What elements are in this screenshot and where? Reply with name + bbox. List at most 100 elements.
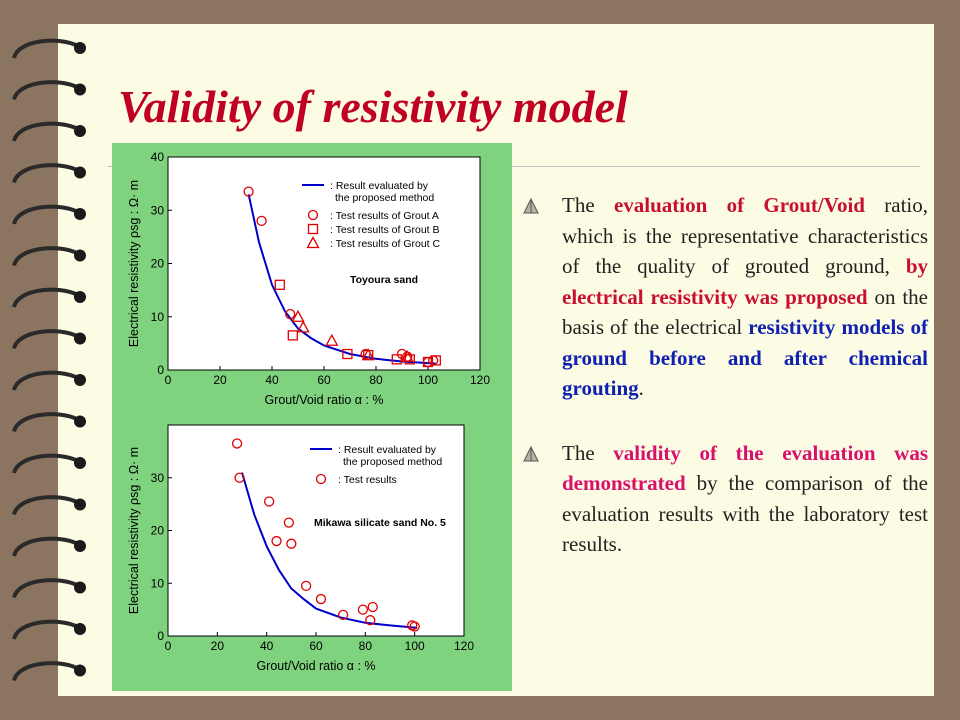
x-tick-label: 60 xyxy=(317,373,331,387)
legend-label: : Test results of Grout A xyxy=(330,210,439,222)
data-point-circle xyxy=(315,593,327,605)
evaluation-curve xyxy=(241,472,418,630)
bullet-text-segment: The xyxy=(562,193,614,217)
binder-hole xyxy=(74,166,86,179)
legend-label-line: the proposed method xyxy=(343,456,442,468)
binder-hole xyxy=(74,208,86,220)
data-point-circle xyxy=(234,472,245,483)
legend-label-line: : Result evaluated by xyxy=(330,180,429,192)
legend-triangle-icon xyxy=(306,236,320,249)
x-tick-label: 0 xyxy=(165,639,172,653)
chart-annotation: Toyoura sand xyxy=(350,274,418,286)
bullet-text-segment: ratio, which is the representative chara… xyxy=(562,193,929,278)
x-tick-label: 20 xyxy=(211,639,225,653)
data-point-circle xyxy=(285,308,296,320)
bullet-text-segment: . xyxy=(638,376,644,400)
data-point-triangle xyxy=(400,349,414,362)
legend-label-line: : Test results of Grout B xyxy=(330,224,440,236)
binder-ring xyxy=(12,578,79,599)
binder-hole xyxy=(74,498,86,511)
binder-hole xyxy=(74,332,86,345)
binder-hole xyxy=(74,581,86,594)
bullet-text-segment: The xyxy=(562,440,614,465)
data-point-square xyxy=(287,330,298,341)
binder-ring xyxy=(12,495,79,516)
legend-label: : Test results xyxy=(338,474,397,486)
y-tick-label: 20 xyxy=(151,524,165,538)
data-point-square xyxy=(342,348,353,360)
binder-ring xyxy=(12,80,79,101)
legend-circle-icon xyxy=(315,473,327,485)
bullet-text-segment: by the comparison of the evaluation resu… xyxy=(562,471,928,556)
binder-hole xyxy=(74,457,86,469)
y-tick-label: 10 xyxy=(151,576,165,590)
binder-ring xyxy=(12,163,79,184)
bullet-highlight: validity of the evaluation was demonstra… xyxy=(562,440,928,496)
binder-ring xyxy=(12,204,79,225)
x-axis-label: Grout/Void ratio α : % xyxy=(264,393,383,407)
bullet-highlight: resistivity models of ground before and … xyxy=(562,315,928,400)
x-tick-label: 0 xyxy=(165,373,172,387)
x-tick-label: 60 xyxy=(309,639,323,653)
chart-panel: 0 20 40 60 80 100 120 0 10 20 30 40 Grout/Void ratio… xyxy=(112,143,512,691)
x-tick-label: 40 xyxy=(265,373,279,387)
legend-label-line: : Test results xyxy=(338,474,397,486)
data-point-circle xyxy=(396,348,408,360)
legend-label: : Result evaluated by the proposed method xyxy=(330,180,434,204)
binder-ring xyxy=(12,536,79,557)
data-point-circle xyxy=(409,621,420,632)
y-tick-label: 10 xyxy=(151,310,165,324)
bullet-highlight: by electrical resistivity was proposed xyxy=(562,254,928,309)
data-point-square xyxy=(274,279,285,290)
binder-ring xyxy=(12,287,79,308)
legend-label-line: : Result evaluated by xyxy=(338,444,437,456)
binder-ring xyxy=(12,370,79,391)
y-tick-label: 0 xyxy=(157,363,164,377)
data-point-circle xyxy=(263,496,275,507)
legend-label: : Test results of Grout C xyxy=(330,238,441,250)
legend-label: : Result evaluated by the proposed method xyxy=(338,444,442,468)
data-point-triangle xyxy=(296,320,310,333)
y-tick-label: 40 xyxy=(151,150,165,164)
chart-annotation: Mikawa silicate sand No. 5 xyxy=(314,517,446,529)
data-point-circle xyxy=(365,615,376,626)
x-tick-label: 20 xyxy=(213,373,227,387)
legend-box xyxy=(298,177,474,263)
binder-hole xyxy=(74,249,86,262)
binder-ring xyxy=(12,246,79,267)
y-tick-label: 30 xyxy=(151,203,165,217)
legend-label-line: the proposed method xyxy=(335,192,434,204)
data-point-triangle xyxy=(361,348,375,361)
x-tick-label: 120 xyxy=(454,639,474,653)
data-point-square xyxy=(422,356,434,368)
binder-ring xyxy=(12,412,79,433)
binder-ring xyxy=(12,661,79,682)
y-tick-label: 0 xyxy=(157,629,164,643)
y-axis-label: Electrical resistivity ρsg : Ω· m xyxy=(127,180,141,347)
binder-hole xyxy=(74,664,86,677)
data-point-circle xyxy=(271,535,282,547)
binder-hole xyxy=(74,415,86,428)
title-divider xyxy=(108,166,920,167)
binder-hole xyxy=(74,623,86,635)
bullet-text: The evaluation of Grout/Void ratio, whic… xyxy=(562,193,928,400)
x-tick-label: 40 xyxy=(260,639,274,653)
binder-hole xyxy=(74,42,86,54)
bullet-arrow-icon xyxy=(523,197,539,214)
legend-square-icon xyxy=(307,223,319,235)
legend-label: : Test results of Grout B xyxy=(330,224,440,236)
data-point-circle xyxy=(300,580,312,592)
x-tick-label: 80 xyxy=(359,639,373,653)
data-point-square xyxy=(391,354,402,365)
legend-label-line: : Test results of Grout A xyxy=(330,210,439,222)
data-point-circle xyxy=(256,215,267,227)
data-point-circle xyxy=(243,186,254,197)
x-tick-label: 100 xyxy=(418,373,438,387)
legend-circle-icon xyxy=(307,209,319,221)
bullet-text-segment: on the basis of the electrical xyxy=(562,284,928,340)
binder-ring xyxy=(12,38,79,59)
x-tick-label: 80 xyxy=(369,373,383,387)
data-point-triangle xyxy=(291,309,305,322)
data-point-square xyxy=(430,355,441,366)
